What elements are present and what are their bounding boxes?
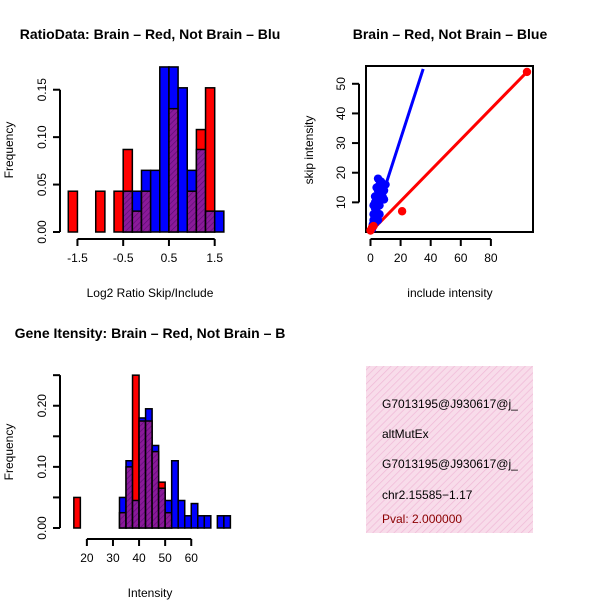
- scatter-point-blue: [369, 201, 378, 210]
- intensity-hist-y-tick-label: 0.00: [35, 516, 49, 540]
- info-line-3: G7013195@J930617@j_: [382, 457, 518, 471]
- scatter-x-tick-label: 0: [367, 251, 374, 265]
- intensity-hist-bar-brain: [73, 496, 82, 529]
- scatter-y-tick-label: 30: [334, 136, 348, 150]
- intensity-hist-bar-overlap: [151, 450, 160, 529]
- scatter-fit-lines: [369, 68, 529, 234]
- scatter-point-red: [522, 67, 532, 77]
- ratio-hist-bar-overlap: [168, 107, 179, 233]
- intensity-hist-bar-notbrain: [183, 515, 192, 529]
- ratio-hist-bar-brain: [94, 190, 106, 233]
- scatter-x-tick-label: 40: [424, 251, 438, 265]
- ratio-hist-x-tick-label: 1.5: [206, 251, 223, 265]
- intensity-hist-ylabel: Frequency: [2, 424, 16, 481]
- ratio-hist-x-tick-label: 0.5: [161, 251, 178, 265]
- ratio-hist-y-tick-label: 0.05: [35, 173, 49, 197]
- ratio-hist-bar-overlap: [140, 190, 152, 233]
- ratio-hist-y-tick-label: 0.15: [35, 78, 49, 102]
- ratio-hist-bar-overlap: [195, 148, 207, 233]
- intensity-hist-bar-overlap: [131, 499, 140, 529]
- scatter-title: Brain – Red, Not Brain – Blue: [353, 26, 548, 42]
- ratio-hist-axes: -1.5 -0.5 0.5 1.5 0.00 0.05 0.10 0.15: [35, 78, 223, 265]
- scatter-point-blue: [375, 201, 384, 210]
- intensity-hist-bar-overlap: [125, 466, 134, 529]
- info-panel: G7013195@J930617@j_ altMutEx G7013195@J9…: [366, 366, 533, 533]
- ratio-hist-ylabel: Frequency: [2, 122, 16, 179]
- intensity-hist-bar-overlap: [144, 420, 153, 529]
- ratio-hist-bar-notbrain: [149, 169, 161, 233]
- scatter-point-red: [397, 207, 407, 216]
- scatter-x-tick-label: 60: [454, 251, 468, 265]
- scatter-fit-red: [369, 70, 529, 234]
- scatter-x-tick-label: 20: [394, 251, 408, 265]
- intensity-hist-bar-overlap: [164, 511, 173, 529]
- ratio-hist-bar-brain: [113, 190, 124, 233]
- ratio-histogram: RatioData: Brain – Red, Not Brain – Blu …: [2, 26, 280, 300]
- intensity-hist-bar-overlap: [138, 420, 147, 529]
- scatter-y-tick-label: 50: [334, 77, 348, 91]
- ratio-hist-bar-overlap: [186, 190, 198, 233]
- info-pval: Pval: 2.000000: [382, 512, 462, 526]
- info-line-1: G7013195@J930617@j_: [382, 397, 518, 411]
- ratio-hist-bar-overlap: [131, 210, 143, 233]
- intensity-hist-x-tick-label: 60: [185, 551, 199, 565]
- intensity-hist-bar-notbrain: [197, 515, 206, 529]
- info-line-4: chr2.15585−1.17: [382, 488, 473, 502]
- intensity-hist-bar-notbrain: [216, 515, 225, 529]
- ratio-hist-bar-brain: [204, 87, 216, 233]
- scatter-y-tick-label: 20: [334, 166, 348, 180]
- scatter-y-tick-label: 10: [334, 195, 348, 209]
- intensity-hist-bar-overlap: [118, 511, 127, 529]
- scatter-xlabel: include intensity: [407, 286, 492, 300]
- ratio-hist-x-tick-label: -0.5: [113, 251, 134, 265]
- ratio-hist-title: RatioData: Brain – Red, Not Brain – Blu: [20, 26, 281, 42]
- intensity-hist-bar-notbrain: [190, 502, 199, 529]
- intensity-hist-xlabel: Intensity: [128, 586, 173, 600]
- intensity-histogram: Gene Itensity: Brain – Red, Not Brain – …: [2, 325, 285, 600]
- scatter-ylabel: skip intensity: [302, 116, 316, 185]
- intensity-hist-x-tick-label: 20: [80, 551, 94, 565]
- ratio-hist-bar-notbrain: [177, 87, 188, 233]
- scatter-axes: 0 20 40 60 80 10 20 30 40 50: [334, 77, 498, 265]
- intensity-hist-bars: [73, 374, 232, 529]
- info-line-2: altMutEx: [382, 427, 429, 441]
- scatter-x-tick-label: 80: [484, 251, 498, 265]
- ratio-hist-bar-brain: [67, 190, 79, 233]
- intensity-hist-x-tick-label: 50: [158, 551, 172, 565]
- intensity-hist-y-tick-label: 0.10: [35, 455, 49, 479]
- ratio-hist-bar-notbrain: [213, 210, 225, 233]
- ratio-hist-bar-notbrain: [159, 66, 170, 233]
- ratio-hist-bar-overlap: [204, 210, 216, 233]
- scatter-point-red: [369, 221, 378, 231]
- intensity-hist-x-tick-label: 40: [132, 551, 146, 565]
- scatter-plot-box: [365, 65, 534, 233]
- ratio-hist-xlabel: Log2 Ratio Skip/Include: [87, 286, 214, 300]
- ratio-hist-y-tick-label: 0.00: [35, 220, 49, 244]
- intensity-hist-title: Gene Itensity: Brain – Red, Not Brain – …: [15, 325, 286, 341]
- scatter-point-blue: [370, 192, 380, 201]
- intensity-hist-y-tick-label: 0.20: [35, 394, 49, 418]
- scatter-point-blue: [373, 215, 383, 225]
- ratio-hist-bar-overlap: [122, 190, 134, 233]
- intensity-hist-x-tick-label: 30: [106, 551, 120, 565]
- intensity-hist-bar-overlap: [157, 487, 166, 529]
- intensity-hist-bar-notbrain: [170, 460, 179, 529]
- info-panel-background: [366, 366, 533, 533]
- scatter-point-blue: [381, 180, 390, 189]
- info-panel-clip: G7013195@J930617@j_ altMutEx G7013195@J9…: [382, 397, 518, 526]
- intensity-scatter: Brain – Red, Not Brain – Blue include in…: [302, 26, 547, 300]
- intensity-hist-bar-notbrain: [177, 499, 186, 529]
- ratio-hist-x-tick-label: -1.5: [67, 251, 88, 265]
- ratio-hist-y-tick-label: 0.10: [35, 125, 49, 149]
- scatter-points: [366, 67, 532, 235]
- ratio-hist-bars: [67, 66, 225, 233]
- scatter-point-blue: [379, 195, 389, 204]
- intensity-hist-bar-notbrain: [223, 515, 232, 529]
- scatter-y-tick-label: 40: [334, 106, 348, 120]
- intensity-hist-bar-notbrain: [203, 515, 212, 529]
- intensity-hist-axes: 20 30 40 50 60 0.00 0.10 0.20: [35, 374, 199, 565]
